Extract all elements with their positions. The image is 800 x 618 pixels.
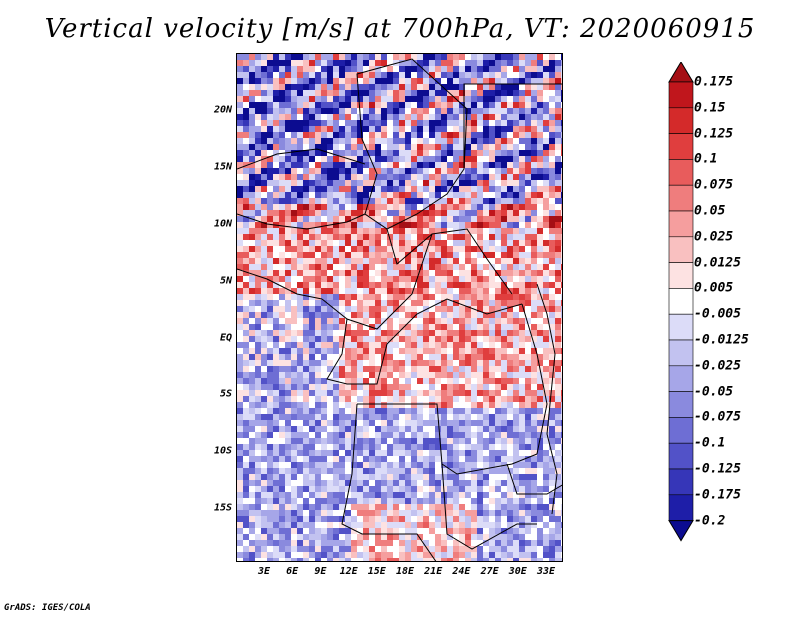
colorbar-label: -0.175 [694,487,741,503]
colorbar-segment [668,184,694,212]
lat-tick-label: 15N [213,161,232,173]
velocity-field-cells [237,54,562,561]
border-line [521,303,548,455]
colorbar-segment [668,442,694,470]
colorbar-label: 0.125 [694,126,734,142]
colorbar-label: -0.125 [694,461,741,477]
border-line [386,298,523,345]
border-line [326,318,388,385]
lon-tick-label: 3E [257,566,271,577]
velocity-field [237,54,562,561]
lat-tick-label: 5N [219,275,232,287]
colorbar-label: -0.005 [694,306,741,322]
lat-tick-label: 10N [213,218,232,230]
colorbar-label: 0.025 [694,229,734,245]
lon-tick-label: 15E [367,566,386,577]
border-line [237,213,366,230]
border-line [237,268,323,300]
lon-tick-label: 18E [395,566,415,577]
colorbar-label: 0.075 [694,177,734,193]
lat-tick-label: EQ [219,332,232,344]
colorbar-segment [668,468,694,496]
lon-tick-label: 27E [480,566,499,577]
colorbar-label: 0.1 [694,151,718,167]
colorbar-segment [668,313,694,341]
border-line [463,83,562,169]
colorbar-label: 0.175 [694,74,734,90]
lon-tick-label: 33E [536,566,556,577]
lat-tick-label: 20N [213,104,232,116]
border-line [341,403,437,561]
colorbar-label: -0.1 [694,435,726,451]
border-line [237,148,366,170]
credit-label: GrADS: IGES/COLA [4,603,91,613]
colorbar-segment [668,210,694,238]
colorbar-bottom-arrow [668,520,694,542]
colorbar-segment [668,133,694,160]
colorbar-label: 0.005 [694,280,734,296]
border-line [357,403,538,475]
lon-tick-label: 24E [452,566,471,577]
colorbar-segment [668,417,694,444]
colorbar-segment [668,288,694,315]
lon-tick-label: 12E [339,566,358,577]
colorbar-segment [668,339,694,367]
colorbar-label: -0.05 [694,384,734,400]
colorbar-segment [668,107,694,134]
border-line [441,463,537,550]
velocity-map [236,53,563,562]
colorbar [668,62,694,542]
colorbar-label: -0.2 [694,513,726,529]
colorbar-label: 0.0125 [694,255,741,271]
plot-title: Vertical velocity [m/s] at 700hPa, VT: 2… [44,14,756,44]
colorbar-label: -0.025 [694,358,741,374]
lat-tick-label: 5S [219,388,232,400]
colorbar-label: -0.075 [694,409,741,425]
lon-tick-label: 21E [424,566,443,577]
border-line [536,283,558,515]
colorbar-label: 0.05 [694,203,726,219]
colorbar-segment [668,391,694,418]
colorbar-segment [668,262,694,289]
lon-tick-label: 6E [286,566,299,577]
colorbar-top-arrow [668,62,694,83]
colorbar-label: 0.15 [694,100,726,116]
lat-tick-label: 15S [213,502,232,514]
colorbar-segment [668,494,694,521]
lon-tick-label: 30E [508,566,527,577]
colorbar-segment [668,159,694,186]
border-line [386,228,513,295]
border-line [321,233,433,330]
lon-tick-label: 9E [314,566,327,577]
border-line [356,58,468,230]
colorbar-segment [668,236,694,263]
lat-tick-label: 10S [213,445,232,457]
colorbar-label: -0.0125 [694,332,749,348]
colorbar-segment [668,81,694,109]
colorbar-segment [668,365,694,392]
